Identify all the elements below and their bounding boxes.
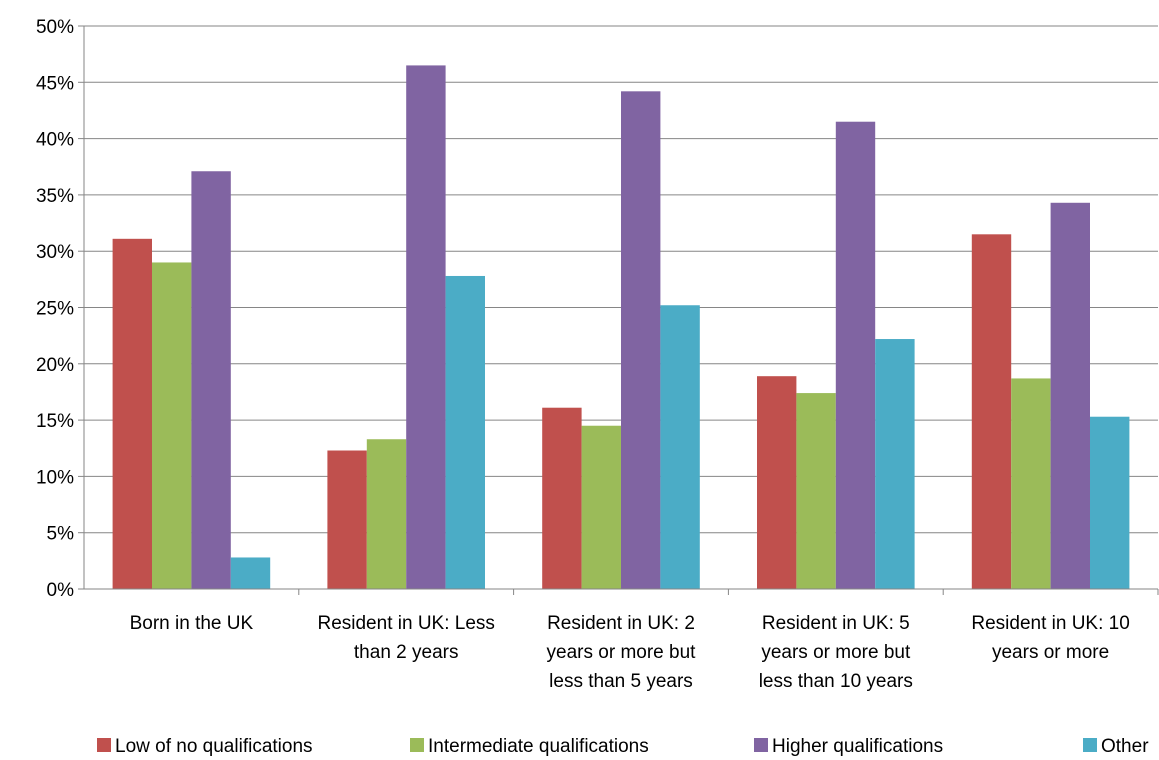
x-category-label: years or more but (761, 642, 911, 663)
y-tick-label: 25% (36, 299, 74, 320)
bar-higher-qualifications (835, 121, 876, 590)
bar-intermediate-qualifications (366, 439, 407, 589)
y-tick-label: 10% (36, 467, 74, 488)
y-axis-tick-labels: 0% 5% 10% 15% 20% 25% 30% 35% 40% 45% 50% (36, 17, 74, 601)
bar-other (660, 305, 700, 589)
y-tick-label: 30% (36, 242, 74, 263)
y-tick-label: 45% (36, 73, 74, 94)
bar-higher-qualifications (406, 65, 446, 589)
x-category-label: Resident in UK: 10 (971, 613, 1129, 634)
y-tick-label: 35% (36, 186, 74, 207)
legend-swatch (97, 738, 111, 752)
legend-swatch (410, 738, 424, 752)
legend-label: Intermediate qualifications (428, 736, 649, 757)
x-category-label: than 2 years (354, 642, 459, 663)
x-category-label: years or more (992, 642, 1109, 663)
bar-low-of-no-qualifications (112, 238, 152, 589)
bar-intermediate-qualifications (1011, 378, 1051, 589)
legend-label: Other (1101, 736, 1149, 757)
bar-low-of-no-qualifications (327, 450, 367, 589)
y-tick-label: 15% (36, 411, 74, 432)
x-category-label: Born in the UK (130, 613, 254, 634)
legend-swatch (1083, 738, 1097, 752)
bar-other (1090, 416, 1130, 589)
axes (78, 25, 1159, 595)
bar-intermediate-qualifications (796, 393, 836, 589)
y-tick-label: 40% (36, 130, 74, 151)
bar-low-of-no-qualifications (542, 407, 582, 589)
bar-intermediate-qualifications (152, 262, 192, 589)
bar-other (445, 275, 485, 589)
legend-swatch (754, 738, 768, 752)
bar-other (230, 557, 271, 589)
x-axis-category-labels: Born in the UK Resident in UK: Less than 2… (130, 613, 1130, 692)
bar-higher-qualifications (1050, 202, 1090, 589)
bar-intermediate-qualifications (581, 425, 621, 589)
bars (112, 65, 1130, 590)
x-category-label: years or more but (547, 642, 697, 663)
legend-label: Low of no qualifications (115, 736, 313, 757)
x-category-label: Resident in UK: 2 (547, 613, 695, 634)
x-category-label: Resident in UK: 5 (762, 613, 910, 634)
y-tick-label: 20% (36, 355, 74, 376)
bar-higher-qualifications (621, 91, 661, 589)
bar-low-of-no-qualifications (757, 376, 797, 589)
bar-higher-qualifications (191, 171, 231, 589)
legend-label: Higher qualifications (772, 736, 943, 757)
x-category-label: Resident in UK: Less (317, 613, 494, 634)
bar-low-of-no-qualifications (971, 234, 1012, 589)
legend: Low of no qualifications Intermediate qua… (97, 736, 1149, 757)
x-category-label: less than 5 years (549, 671, 693, 692)
y-tick-label: 5% (47, 524, 75, 545)
y-tick-label: 50% (36, 17, 74, 38)
y-tick-label: 0% (47, 580, 75, 601)
x-category-label: less than 10 years (759, 671, 913, 692)
bar-other (875, 339, 915, 589)
